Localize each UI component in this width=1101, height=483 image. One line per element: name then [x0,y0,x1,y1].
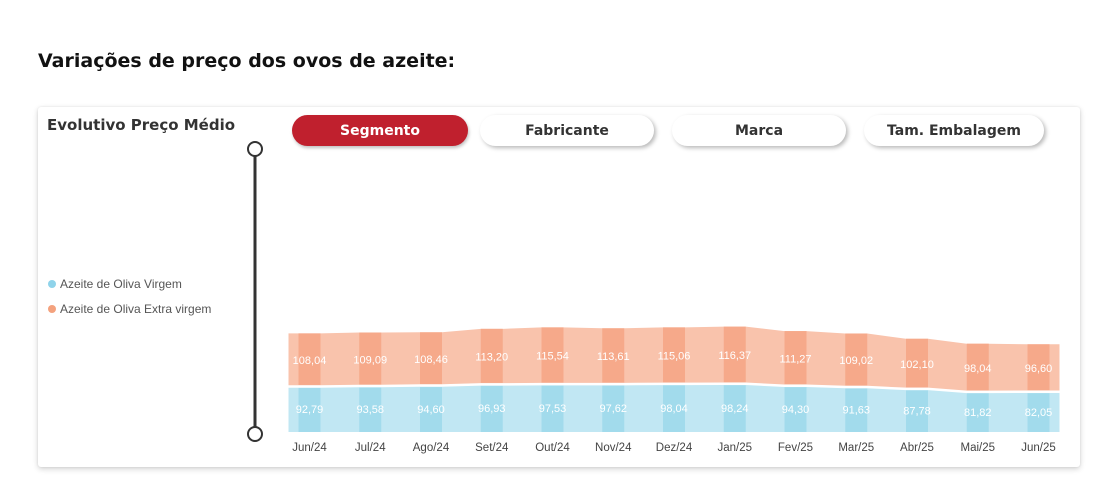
x-tick-label-fev-25: Fev/25 [778,442,813,454]
x-tick-label-mar-25: Mar/25 [838,442,874,454]
data-label-virgem-jan-25: 98,24 [721,403,749,415]
slider-handle-top[interactable] [247,141,263,157]
bar-extra-virgem-jun-24 [298,333,321,385]
plot-area: 92,79 108,04 Jun/24 93,58 109,09 Jul/24 94,60 1… [288,326,1060,454]
tab-fabricante[interactable]: Fabricante [480,115,654,146]
data-label-extra-virgem-out-24: 115,54 [536,351,569,363]
chart-title: Evolutivo Preço Médio [47,116,236,134]
tab-segmento[interactable]: Segmento [292,115,468,146]
data-label-extra-virgem-mar-25: 109,02 [839,355,873,367]
bar-virgem-out-24 [541,385,564,432]
data-label-virgem-dez-24: 98,04 [660,403,688,415]
x-tick-label-jul-24: Jul/24 [355,442,386,454]
data-label-virgem-ago-24: 94,60 [417,404,445,416]
x-tick-label-jan-25: Jan/25 [717,442,752,454]
x-tick-label-jun-24: Jun/24 [292,442,327,454]
x-tick-label-mai-25: Mai/25 [960,442,995,454]
bar-virgem-mar-25 [845,388,868,432]
legend-label-virgem: Azeite de Oliva Virgem [60,277,182,291]
bar-extra-virgem-out-24 [541,327,564,383]
bar-virgem-ago-24 [420,387,442,432]
bar-virgem-mai-25 [966,393,989,432]
slider-handle-bottom[interactable] [247,426,263,442]
bar-extra-virgem-jul-24 [359,332,382,385]
legend-label-extra-virgem: Azeite de Oliva Extra virgem [60,302,212,316]
legend-marker-extra-virgem [48,305,56,313]
data-label-extra-virgem-jun-24: 108,04 [293,355,327,367]
page-heading: Variações de preço dos ovos de azeite: [38,50,456,72]
data-label-extra-virgem-fev-25: 111,27 [779,353,811,365]
bar-virgem-jul-24 [359,387,382,432]
bar-virgem-jun-24 [298,387,321,432]
bar-virgem-nov-24 [602,385,625,432]
series-divider-line [288,382,1060,394]
bar-extra-virgem-dez-24 [663,327,685,383]
bar-extra-virgem-abr-25 [906,338,928,388]
data-label-virgem-abr-25: 87,78 [903,405,931,417]
bar-extra-virgem-nov-24 [602,328,625,383]
data-label-virgem-fev-25: 94,30 [782,404,810,416]
data-label-extra-virgem-jan-25: 116,37 [718,350,751,362]
x-tick-label-ago-24: Ago/24 [413,442,450,454]
data-label-extra-virgem-jun-25: 96,60 [1025,363,1053,375]
x-tick-label-jun-25: Jun/25 [1021,442,1056,454]
bar-extra-virgem-jun-25 [1027,344,1050,391]
data-label-extra-virgem-dez-24: 115,06 [658,351,691,363]
bar-extra-virgem-fev-25 [784,331,807,385]
legend-item-extra-virgem[interactable]: Azeite de Oliva Extra virgem [48,302,211,316]
tab-marca[interactable]: Marca [672,115,846,146]
data-label-extra-virgem-jul-24: 109,09 [353,354,387,366]
data-label-extra-virgem-set-24: 113,20 [475,352,508,364]
data-label-virgem-set-24: 96,93 [478,403,506,415]
data-label-virgem-jun-25: 82,05 [1025,407,1053,419]
legend-item-virgem[interactable]: Azeite de Oliva Virgem [48,277,211,291]
chart-card: Evolutivo Preço Médio Segmento Fabricant… [38,107,1080,467]
date-range-slider[interactable] [247,141,263,442]
bar-extra-virgem-jan-25 [723,326,746,383]
bar-virgem-fev-25 [784,387,807,432]
legend-marker-virgem [48,280,56,288]
tab-tam-embalagem[interactable]: Tam. Embalagem [864,115,1044,146]
bar-extra-virgem-mar-25 [845,333,868,386]
x-tick-label-nov-24: Nov/24 [595,442,632,454]
bar-virgem-abr-25 [906,390,928,432]
bar-virgem-set-24 [480,385,503,432]
data-label-virgem-jun-24: 92,79 [296,404,324,416]
bar-virgem-jun-25 [1027,393,1050,432]
data-label-extra-virgem-abr-25: 102,10 [900,359,934,371]
legend: Azeite de Oliva Virgem Azeite de Oliva E… [48,277,211,327]
data-label-virgem-out-24: 97,53 [539,403,567,415]
chart-plot: 92,79 108,04 Jun/24 93,58 109,09 Jul/24 94,60 1… [247,141,1060,454]
data-label-virgem-mar-25: 91,63 [842,405,870,417]
data-label-virgem-nov-24: 97,62 [599,403,627,415]
bar-extra-virgem-ago-24 [420,332,442,385]
bar-virgem-dez-24 [663,385,685,432]
data-label-extra-virgem-mai-25: 98,04 [964,363,992,375]
bar-extra-virgem-set-24 [480,328,503,383]
data-label-virgem-mai-25: 81,82 [964,407,992,419]
x-tick-label-abr-25: Abr/25 [900,442,934,454]
x-tick-label-out-24: Out/24 [535,442,570,454]
x-tick-label-set-24: Set/24 [475,442,509,454]
bar-extra-virgem-mai-25 [966,343,989,391]
data-label-virgem-jul-24: 93,58 [356,404,384,416]
bar-virgem-jan-25 [723,385,746,432]
data-label-extra-virgem-nov-24: 113,61 [597,351,630,363]
data-label-extra-virgem-ago-24: 108,46 [414,354,448,366]
x-tick-label-dez-24: Dez/24 [656,442,693,454]
